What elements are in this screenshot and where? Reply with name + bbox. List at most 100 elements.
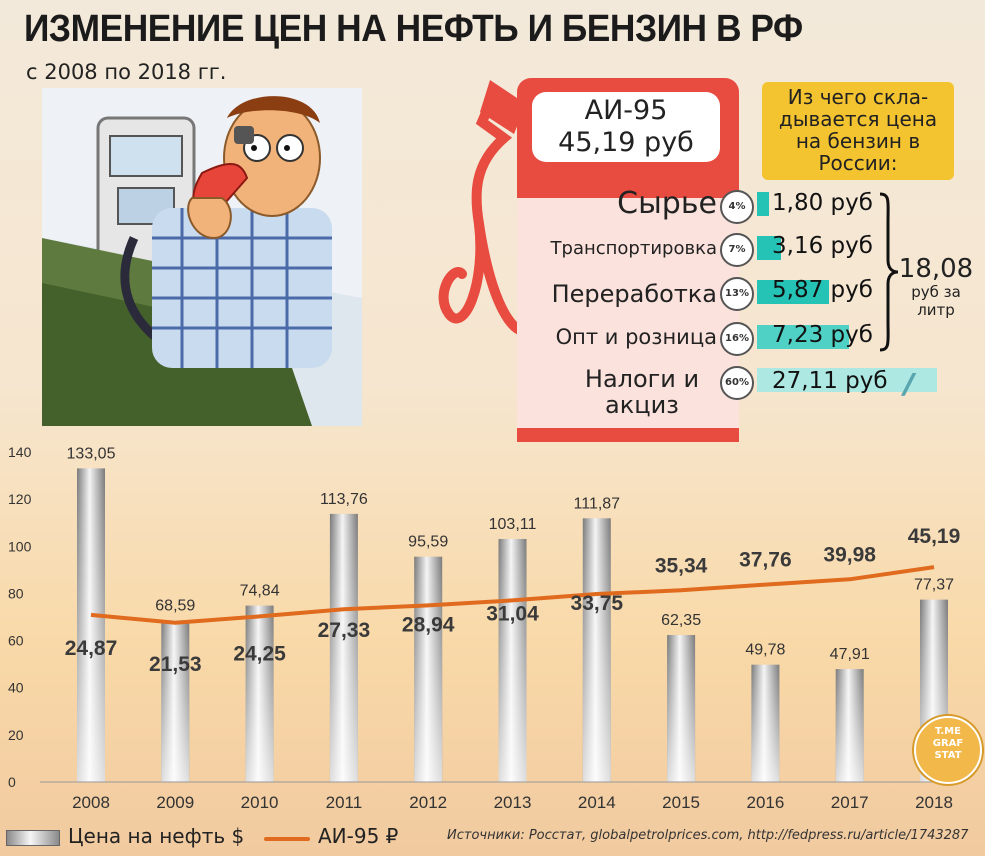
ai95-point-label: 21,53 xyxy=(149,653,202,676)
breakdown-pct: 60% xyxy=(720,366,754,400)
ai95-point-label: 33,75 xyxy=(571,592,624,615)
fuel-price: 45,19 руб xyxy=(558,127,694,158)
oil-bar-highlight xyxy=(329,513,358,782)
breakdown-label: Опт и розница xyxy=(555,325,717,349)
legend-swatch-ai95 xyxy=(264,837,310,841)
x-tick-label: 2013 xyxy=(494,793,532,812)
brace-icon xyxy=(879,192,899,352)
page-subtitle: с 2008 по 2018 гг. xyxy=(26,60,227,84)
ai95-point-label: 31,04 xyxy=(486,602,539,625)
x-axis: 2008 2009 2010 2011 2012 2013 2014 2015 2016 2017… xyxy=(40,781,960,812)
oil-bar-label: 49,78 xyxy=(745,642,785,659)
bar-series: 133,05 68,59 74,84 113,76 95,59 103,11 111,87 6… xyxy=(67,445,954,782)
breakdown-bar xyxy=(757,192,769,216)
breakdown-pct: 13% xyxy=(720,277,754,311)
breakdown-bar xyxy=(757,280,829,304)
legend-swatch-oil xyxy=(6,830,60,846)
breakdown-label: Транспортировка xyxy=(550,238,717,259)
y-tick-label: 0 xyxy=(8,774,16,790)
x-tick-label: 2016 xyxy=(746,793,784,812)
info-box: Из чего скла-дывается цена на бензин в Р… xyxy=(762,82,954,180)
x-tick-label: 2010 xyxy=(241,793,279,812)
logo-line: GRAF xyxy=(932,738,964,749)
x-tick-label: 2018 xyxy=(915,793,953,812)
ai95-point-label: 39,98 xyxy=(823,543,876,566)
breakdown-pct: 16% xyxy=(720,322,754,356)
oil-bar-highlight xyxy=(77,468,105,782)
sources-note: Источники: Росстат, globalpetrolprices.c… xyxy=(447,828,969,843)
oil-bar-label: 113,76 xyxy=(320,491,368,508)
breakdown-bar xyxy=(757,236,781,260)
breakdown-label: Налоги и акциз xyxy=(584,365,700,419)
x-tick-label: 2008 xyxy=(72,793,110,812)
brand-logo: T.ME GRAF STAT xyxy=(914,716,982,784)
x-tick-label: 2014 xyxy=(578,793,616,812)
oil-bar-highlight xyxy=(245,605,274,782)
ai95-point-label: 27,33 xyxy=(318,619,371,642)
oil-bar-highlight xyxy=(751,664,780,782)
breakdown-value: 1,80 руб xyxy=(772,190,873,216)
info-box-text: Из чего скла-дывается цена на бензин в Р… xyxy=(778,85,938,175)
line-series: 24,87 21,53 24,25 27,33 28,94 31,04 33,75 35,34… xyxy=(65,525,961,676)
logo-line: STAT xyxy=(934,750,962,761)
logo-line: T.ME xyxy=(935,726,961,737)
breakdown-value: 27,11 руб xyxy=(772,368,888,394)
breakdown-label: Переработка xyxy=(551,280,717,308)
oil-bar-highlight xyxy=(582,518,611,782)
oil-bar-label: 62,35 xyxy=(661,612,701,629)
oil-bar-highlight xyxy=(835,669,864,782)
y-tick-label: 80 xyxy=(8,585,24,601)
breakdown-pct: 7% xyxy=(720,233,754,267)
oil-bar-label: 111,87 xyxy=(574,495,621,512)
y-tick-label: 100 xyxy=(8,538,32,554)
oil-bar-label: 74,84 xyxy=(240,583,280,600)
ai95-point-label: 35,34 xyxy=(655,554,708,577)
page-title: ИЗМЕНЕНИЕ ЦЕН НА НЕФТЬ И БЕНЗИН В РФ xyxy=(24,8,803,50)
breakdown-label: Сырье xyxy=(617,186,717,221)
oil-gas-chart: 0 20 40 60 80 100 120 140 133,05 68,59 74,84 113,7… xyxy=(8,444,961,812)
fuel-type: АИ-95 xyxy=(584,95,668,126)
breakdown-value: 3,16 руб xyxy=(772,233,873,259)
chart-legend: Цена на нефть $ АИ-95 ₽ Источники: Росст… xyxy=(0,818,985,856)
oil-bar-label: 133,05 xyxy=(67,445,116,462)
y-tick-label: 20 xyxy=(8,727,24,743)
y-tick-label: 120 xyxy=(8,491,32,507)
x-tick-label: 2015 xyxy=(662,793,700,812)
oil-bar-label: 47,91 xyxy=(830,646,870,663)
cartoon-illustration xyxy=(42,88,362,426)
breakdown-value: 7,23 руб xyxy=(772,322,873,348)
total-value: 18,08 xyxy=(898,254,974,284)
y-tick-label: 40 xyxy=(8,680,24,696)
breakdown-pct: 4% xyxy=(720,190,754,224)
total-unit: руб за литр xyxy=(911,283,961,319)
ai95-point-label: 28,94 xyxy=(402,613,455,636)
break-mark: // xyxy=(903,367,914,400)
y-axis: 0 20 40 60 80 100 120 140 xyxy=(8,444,32,790)
legend-label-ai95: АИ-95 ₽ xyxy=(318,824,399,848)
oil-bar-label: 68,59 xyxy=(155,597,195,614)
oil-bar-label: 77,37 xyxy=(914,577,954,594)
oil-bar-label: 95,59 xyxy=(408,534,448,551)
breakdown-bar xyxy=(757,325,849,349)
y-tick-label: 140 xyxy=(8,444,32,460)
oil-bar-highlight xyxy=(498,538,527,782)
ai95-line xyxy=(90,565,935,625)
oil-bar-highlight xyxy=(414,556,443,782)
legend-label-oil: Цена на нефть $ xyxy=(68,824,245,848)
x-tick-label: 2012 xyxy=(409,793,447,812)
ai95-point-label: 24,87 xyxy=(65,637,118,660)
ai95-point-label: 37,76 xyxy=(739,549,792,572)
breakdown-bar xyxy=(757,368,937,392)
oil-bar-highlight xyxy=(667,635,696,782)
ai95-point-label: 45,19 xyxy=(908,525,961,548)
oil-bar-highlight xyxy=(161,620,190,782)
oil-bar-label: 103,11 xyxy=(489,516,537,533)
x-tick-label: 2011 xyxy=(326,793,363,812)
breakdown-total: 18,08 руб за литр xyxy=(896,255,976,319)
fuel-pump-base xyxy=(517,428,739,442)
ai95-point-label: 24,25 xyxy=(233,642,286,665)
breakdown-value: 5,87 руб xyxy=(772,277,873,303)
pump-price-display: АИ-95 45,19 руб xyxy=(532,92,720,162)
y-tick-label: 60 xyxy=(8,633,24,649)
x-tick-label: 2017 xyxy=(831,793,869,812)
